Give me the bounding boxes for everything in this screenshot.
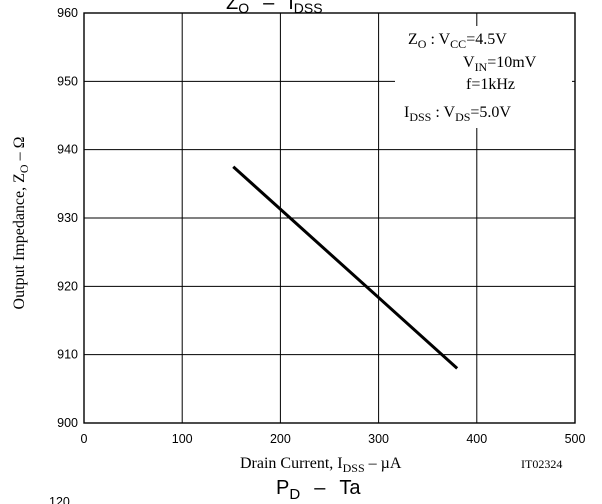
x-tick-label: 100 <box>172 432 193 446</box>
x-tick-label: 400 <box>466 432 487 446</box>
x-tick-label: 500 <box>565 432 586 446</box>
condition-line-zo-vcc: ZO : VCC=4.5V <box>408 31 507 51</box>
condition-line-idss-vds: IDSS : VDS=5.0V <box>404 104 511 124</box>
y-tick-label: 940 <box>57 143 78 157</box>
y-tick-label: 920 <box>57 279 78 293</box>
x-axis-label: Drain Current, IDSS – µA <box>240 455 402 475</box>
partial-tick-label: 120 <box>49 495 70 504</box>
y-tick-labels: 900 910 920 930 940 950 960 <box>57 6 78 430</box>
x-tick-label: 300 <box>368 432 389 446</box>
y-tick-label: 900 <box>57 416 78 430</box>
y-tick-label: 960 <box>57 6 78 20</box>
series-line-zo-vs-idss <box>232 165 459 370</box>
condition-line-vin: VIN=10mV <box>463 54 537 74</box>
chart-title-zo-idss: ZO – IDSS <box>226 0 323 16</box>
plot-frame <box>83 12 576 424</box>
x-tick-label: 0 <box>81 432 88 446</box>
x-tick-labels: 0 100 200 300 400 500 <box>81 432 586 446</box>
conditions-box-background <box>395 26 572 128</box>
series-group <box>232 165 459 370</box>
x-tick-label: 200 <box>270 432 291 446</box>
y-tick-label: 910 <box>57 348 78 362</box>
chart-title-pd-ta: PD – Ta <box>276 477 361 503</box>
plot-grid <box>84 13 575 423</box>
condition-line-frequency: f=1kHz <box>466 76 515 93</box>
y-tick-label: 930 <box>57 211 78 225</box>
y-tick-label: 950 <box>57 74 78 88</box>
figure-code: IT02324 <box>521 457 562 471</box>
y-axis-label: Output Impedance, ZO – Ω <box>11 136 31 309</box>
